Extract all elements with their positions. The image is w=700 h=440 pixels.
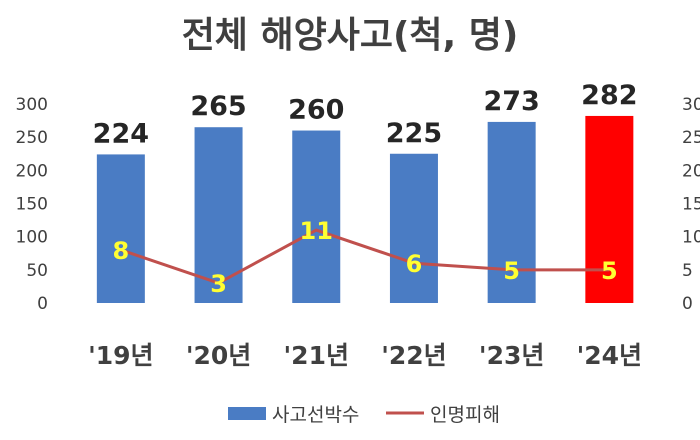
legend-bar-label: 사고선박수 bbox=[272, 404, 359, 426]
right-tick-label: 10 bbox=[682, 228, 700, 248]
right-tick-label: 30 bbox=[682, 95, 700, 115]
legend: 사고선박수 인명피해 bbox=[228, 404, 500, 426]
right-axis-ticks: 0 5 10 15 20 25 30 bbox=[682, 95, 700, 314]
line-data-label: 3 bbox=[210, 270, 227, 298]
left-tick-label: 50 bbox=[26, 261, 48, 281]
bar bbox=[389, 153, 438, 303]
right-tick-label: 25 bbox=[682, 128, 700, 148]
right-tick-label: 15 bbox=[682, 195, 700, 215]
line-data-label: 8 bbox=[112, 237, 129, 265]
bar bbox=[585, 115, 634, 303]
bar bbox=[96, 154, 145, 303]
left-tick-label: 0 bbox=[37, 294, 48, 314]
left-tick-label: 100 bbox=[16, 228, 48, 248]
right-tick-label: 0 bbox=[682, 294, 693, 314]
left-tick-label: 200 bbox=[16, 161, 48, 181]
category-axis: '19년 '20년 '21년 '22년 '23년 '24년 bbox=[88, 341, 642, 370]
line-series bbox=[120, 228, 610, 285]
bar-data-label: 273 bbox=[483, 86, 539, 117]
bar-data-label: 225 bbox=[386, 118, 442, 149]
left-tick-label: 250 bbox=[16, 128, 48, 148]
bar-data-label: 265 bbox=[190, 91, 246, 122]
legend-line-label: 인명피해 bbox=[430, 404, 500, 426]
line-data-labels: 8 3 11 6 5 5 bbox=[112, 217, 617, 298]
category-label: '23년 bbox=[479, 341, 544, 370]
category-label: '24년 bbox=[577, 341, 642, 370]
legend-bar-swatch bbox=[228, 407, 266, 420]
left-tick-label: 150 bbox=[16, 195, 48, 215]
bar bbox=[292, 130, 341, 303]
bar-data-label: 224 bbox=[93, 118, 149, 149]
bar-data-label: 260 bbox=[288, 95, 344, 126]
category-label: '21년 bbox=[284, 341, 349, 370]
bar bbox=[487, 121, 536, 303]
category-label: '20년 bbox=[186, 341, 251, 370]
bar-data-labels: 224 265 260 225 273 282 bbox=[93, 80, 638, 149]
category-label: '22년 bbox=[381, 341, 446, 370]
line-data-label: 6 bbox=[406, 250, 423, 278]
right-tick-label: 20 bbox=[682, 161, 700, 181]
line-data-label: 5 bbox=[601, 257, 618, 285]
left-axis-ticks: 0 50 100 150 200 250 300 bbox=[16, 95, 48, 314]
right-tick-label: 5 bbox=[682, 261, 693, 281]
left-tick-label: 300 bbox=[16, 95, 48, 115]
category-label: '19년 bbox=[88, 341, 153, 370]
bar-series bbox=[96, 115, 634, 303]
line-data-label: 11 bbox=[300, 217, 333, 245]
bar-data-label: 282 bbox=[581, 80, 637, 111]
line-path bbox=[120, 228, 610, 285]
line-data-label: 5 bbox=[503, 257, 520, 285]
chart-title: 전체 해양사고(척, 명) bbox=[182, 15, 519, 56]
